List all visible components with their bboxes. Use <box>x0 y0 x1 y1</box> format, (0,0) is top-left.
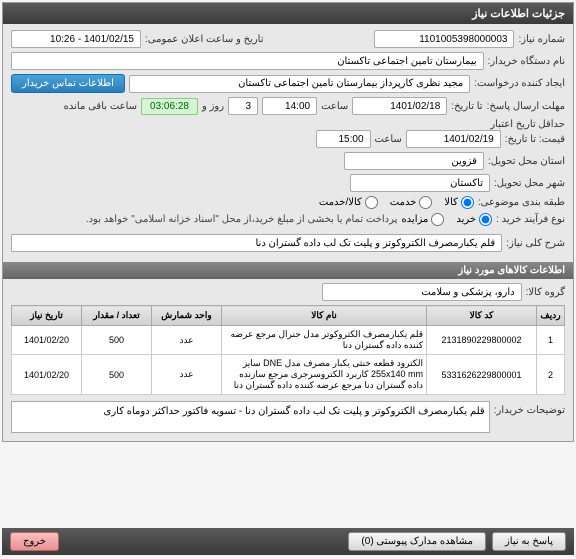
table-header-row: ردیف کد کالا نام کالا واحد شمارش تعداد /… <box>12 306 565 326</box>
summary-label: شرح کلی نیاز: <box>506 238 565 249</box>
buyer-notes-text: قلم یکبارمصرف الکتروکوتر و پلیت تک لب دا… <box>11 401 490 433</box>
deadline-date: 1401/02/18 <box>352 97 447 115</box>
cat-service-label: خدمت <box>390 197 417 208</box>
time-label-1: ساعت <box>321 101 348 112</box>
form-body: شماره نیاز: 1101005398000003 تاریخ و ساع… <box>3 24 573 262</box>
day-label: روز و <box>202 101 224 112</box>
payment-note: پرداخت تمام یا بخشی از مبلغ خرید،از محل … <box>86 214 398 225</box>
category-radio-group: کالا خدمت کالا/خدمت <box>319 196 474 209</box>
cell-date: 1401/02/20 <box>12 326 82 355</box>
province-label: استان محل تحویل: <box>488 156 565 167</box>
buyer-org-label: نام دستگاه خریدار: <box>488 56 565 67</box>
proc-auction-option[interactable]: مزایده <box>401 213 444 226</box>
cell-code: 2131890229800002 <box>427 326 537 355</box>
category-label: طبقه بندی موضوعی: <box>478 197 565 208</box>
cell-qty: 500 <box>82 355 152 395</box>
panel-title: جزئیات اطلاعات نیاز <box>3 3 573 24</box>
province-value: قزوین <box>344 152 484 170</box>
th-qty: تعداد / مقدار <box>82 306 152 326</box>
th-date: تاریخ نیاز <box>12 306 82 326</box>
th-idx: ردیف <box>537 306 565 326</box>
validity-time: 15:00 <box>316 130 371 148</box>
cell-code: 5331626229800001 <box>427 355 537 395</box>
contact-button[interactable]: اطلاعات تماس خریدار <box>11 74 125 93</box>
need-no-value: 1101005398000003 <box>374 30 514 48</box>
table-row[interactable]: 25331626229800001الکترود قطعه خنثی یکبار… <box>12 355 565 395</box>
summary-text: قلم یکبارمصرف الکتروکوتر و پلیت تک لب دا… <box>11 234 502 252</box>
cell-qty: 500 <box>82 326 152 355</box>
time-label-2: ساعت <box>375 134 402 145</box>
cell-idx: 1 <box>537 326 565 355</box>
cell-unit: عدد <box>152 326 222 355</box>
cell-date: 1401/02/20 <box>12 355 82 395</box>
city-label: شهر محل تحویل: <box>494 178 565 189</box>
cell-unit: عدد <box>152 355 222 395</box>
details-panel: جزئیات اطلاعات نیاز شماره نیاز: 11010053… <box>2 2 574 442</box>
cell-name: الکترود قطعه خنثی یکبار مصرف مدل DNE سای… <box>222 355 427 395</box>
cat-both-radio[interactable] <box>365 196 378 209</box>
th-unit: واحد شمارش <box>152 306 222 326</box>
th-code: کد کالا <box>427 306 537 326</box>
cat-service-radio[interactable] <box>419 196 432 209</box>
cat-goods-option[interactable]: کالا <box>444 196 474 209</box>
group-value: دارو، پزشکی و سلامت <box>322 283 522 301</box>
items-section-header: اطلاعات کالاهای مورد نیاز <box>3 262 573 279</box>
validity-label: حداقل تاریخ اعتبار <box>475 119 565 130</box>
cat-service-option[interactable]: خدمت <box>390 196 433 209</box>
validity-date: 1401/02/19 <box>406 130 501 148</box>
process-radio-group: خرید مزایده <box>401 213 492 226</box>
proc-buy-radio[interactable] <box>479 213 492 226</box>
table-row[interactable]: 12131890229800002قلم یکبارمصرف الکتروکوت… <box>12 326 565 355</box>
days-left: 3 <box>228 97 258 115</box>
exit-button[interactable]: خروج <box>10 532 59 551</box>
process-label: نوع فرآیند خرید : <box>496 214 565 225</box>
deadline-label: مهلت ارسال پاسخ: <box>487 101 565 112</box>
city-value: تاکستان <box>350 174 490 192</box>
price-to-label: قیمت: تا تاریخ: <box>505 134 565 145</box>
proc-auction-radio[interactable] <box>431 213 444 226</box>
proc-buy-label: خرید <box>456 214 476 225</box>
cat-goods-label: کالا <box>444 197 458 208</box>
items-table: ردیف کد کالا نام کالا واحد شمارش تعداد /… <box>11 305 565 395</box>
attachments-button[interactable]: مشاهده مدارک پیوستی (0) <box>348 532 486 551</box>
cat-both-option[interactable]: کالا/خدمت <box>319 196 378 209</box>
th-name: نام کالا <box>222 306 427 326</box>
deadline-time: 14:00 <box>262 97 317 115</box>
countdown: 03:06:28 <box>141 98 198 115</box>
requester-value: مجید نظری کارپرداز بیمارستان تامین اجتما… <box>129 75 470 93</box>
group-label: گروه کالا: <box>526 287 565 298</box>
announce-label: تاریخ و ساعت اعلان عمومی: <box>145 34 264 45</box>
to-date-label: تا تاریخ: <box>451 101 482 112</box>
proc-buy-option[interactable]: خرید <box>456 213 492 226</box>
requester-label: ایجاد کننده درخواست: <box>474 78 565 89</box>
cell-idx: 2 <box>537 355 565 395</box>
buyer-notes-label: توضیحات خریدار: <box>494 401 565 416</box>
reply-button[interactable]: پاسخ به نیاز <box>492 532 566 551</box>
proc-auction-label: مزایده <box>401 214 428 225</box>
need-no-label: شماره نیاز: <box>518 34 565 45</box>
cell-name: قلم یکبارمصرف الکتروکوتر مدل جنرال مرجع … <box>222 326 427 355</box>
remain-label: ساعت باقی مانده <box>64 101 137 112</box>
cat-goods-radio[interactable] <box>461 196 474 209</box>
announce-value: 1401/02/15 - 10:26 <box>11 30 141 48</box>
footer-bar: پاسخ به نیاز مشاهده مدارک پیوستی (0) خرو… <box>2 528 574 555</box>
buyer-org-value: بیمارستان تامین اجتماعی تاکستان <box>11 52 484 70</box>
cat-both-label: کالا/خدمت <box>319 197 362 208</box>
